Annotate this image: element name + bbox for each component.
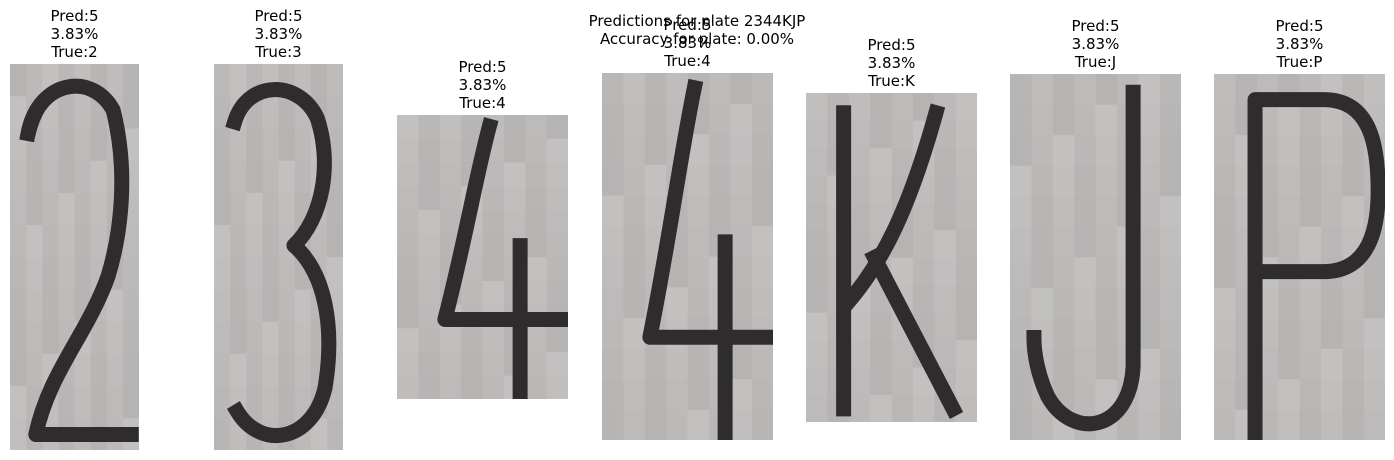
panel-conf-label: 3.83% <box>1071 35 1120 53</box>
figure-title-line-2: Accuracy for plate: 0.00% <box>599 30 795 48</box>
panel-true-label: True:2 <box>51 43 98 61</box>
character-crop-image <box>214 64 343 450</box>
panel-pred-label: Pred:5 <box>254 7 303 25</box>
character-panel: Pred:5 3.83% True:K <box>806 36 977 422</box>
panel-pred-label: Pred:5 <box>1275 17 1324 35</box>
character-panel: Pred:5 3.83% True:3 <box>214 7 343 450</box>
panel-conf-label: 3.83% <box>663 34 712 52</box>
character-crop-image <box>397 115 568 399</box>
character-glyph <box>1255 100 1378 433</box>
character-crop-image <box>806 93 977 422</box>
character-crop-image <box>602 73 773 440</box>
panel-pred-label: Pred:5 <box>663 16 712 34</box>
character-panel: Pred:5 3.83% True:4 <box>397 58 568 399</box>
panel-title: Pred:5 3.83% True:K <box>766 36 1017 90</box>
panel-true-label: True:K <box>868 72 915 90</box>
panel-conf-label: 3.83% <box>50 25 99 43</box>
panel-title: Pred:5 3.83% True:4 <box>357 58 608 112</box>
crop-background <box>806 93 977 422</box>
panel-conf-label: 3.83% <box>1275 35 1324 53</box>
character-panel: Pred:5 3.83% True:J <box>1010 17 1181 440</box>
character-glyph <box>844 113 953 409</box>
panel-pred-label: Pred:5 <box>50 7 99 25</box>
character-crop-image <box>1214 74 1385 440</box>
character-crop-image <box>10 64 139 450</box>
panel-pred-label: Pred:5 <box>1071 17 1120 35</box>
panel-conf-label: 3.83% <box>254 25 303 43</box>
panel-title: Pred:5 3.83% True:4 <box>562 16 813 70</box>
character-glyph <box>1034 92 1133 423</box>
panel-pred-label: Pred:5 <box>458 58 507 76</box>
panel-true-label: True:J <box>1074 53 1117 71</box>
panel-conf-label: 3.83% <box>458 76 507 94</box>
panel-true-label: True:P <box>1276 53 1323 71</box>
panel-title: Pred:5 3.83% True:3 <box>174 7 383 61</box>
panel-pred-label: Pred:5 <box>867 36 916 54</box>
panel-true-label: True:3 <box>255 43 302 61</box>
character-panel: Pred:5 3.83% True:2 <box>10 7 139 450</box>
figure-title: Predictions for plate 2344KJP Accuracy f… <box>0 12 1394 48</box>
character-glyph <box>650 88 766 433</box>
character-glyph <box>235 90 329 436</box>
panel-conf-label: 3.83% <box>867 54 916 72</box>
character-crop-image <box>1010 74 1181 440</box>
figure-title-line-1: Predictions for plate 2344KJP <box>588 12 806 30</box>
panel-true-label: True:4 <box>459 94 506 112</box>
panel-title: Pred:5 3.83% True:J <box>970 17 1221 71</box>
character-glyph <box>445 126 561 393</box>
character-panel: Pred:5 3.83% True:4 <box>602 16 773 440</box>
panel-title: Pred:5 3.83% True:P <box>1174 17 1394 71</box>
panel-title: Pred:5 3.83% True:2 <box>0 7 179 61</box>
character-panel: Pred:5 3.83% True:P <box>1214 17 1385 440</box>
character-glyph <box>28 86 131 434</box>
panel-true-label: True:4 <box>664 52 711 70</box>
